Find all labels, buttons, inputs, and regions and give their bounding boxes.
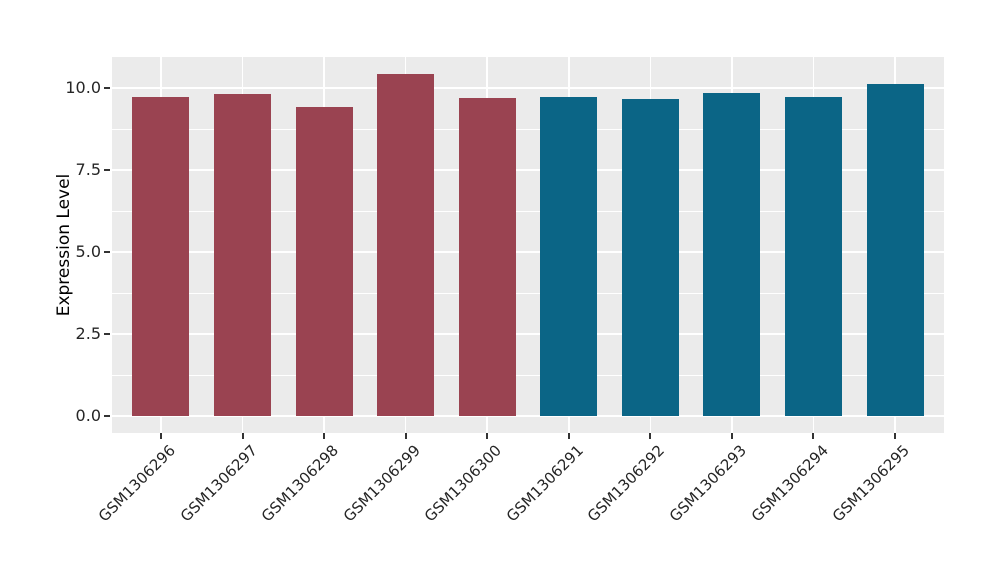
- bar-GSM1306295: [866, 83, 924, 416]
- gridline-major-horizontal: [112, 87, 944, 90]
- gridline-minor-horizontal: [112, 128, 944, 130]
- gridline-major-horizontal: [112, 169, 944, 172]
- y-tick-label: 7.5: [75, 160, 101, 180]
- y-tick-label: 2.5: [75, 324, 101, 344]
- y-tick-label: 0.0: [75, 405, 101, 425]
- x-tick-mark: [323, 433, 326, 439]
- y-tick-mark: [104, 333, 110, 336]
- x-tick-label-GSM1306297: GSM1306297: [176, 441, 261, 526]
- y-tick-mark: [104, 87, 110, 90]
- x-tick-mark: [812, 433, 815, 439]
- x-tick-label-GSM1306300: GSM1306300: [421, 441, 506, 526]
- gridline-major-horizontal: [112, 414, 944, 417]
- y-tick-label: 5.0: [75, 242, 101, 262]
- x-tick-label-GSM1306298: GSM1306298: [258, 441, 343, 526]
- bar-GSM1306291: [540, 97, 598, 416]
- gridline-major-horizontal: [112, 333, 944, 336]
- y-tick-mark: [104, 414, 110, 417]
- x-tick-mark: [730, 433, 733, 439]
- gridline-minor-horizontal: [112, 374, 944, 376]
- x-tick-label-GSM1306292: GSM1306292: [584, 441, 669, 526]
- x-tick-label-GSM1306296: GSM1306296: [94, 441, 179, 526]
- x-tick-label-GSM1306291: GSM1306291: [502, 441, 587, 526]
- x-tick-label-GSM1306294: GSM1306294: [747, 441, 832, 526]
- bar-GSM1306299: [377, 74, 435, 416]
- gridline-major-horizontal: [112, 251, 944, 254]
- bar-GSM1306300: [458, 97, 516, 416]
- bar-GSM1306296: [132, 97, 190, 416]
- x-tick-mark: [894, 433, 897, 439]
- y-tick-label: 10.0: [65, 78, 101, 98]
- gridline-minor-horizontal: [112, 210, 944, 212]
- bar-GSM1306297: [213, 94, 272, 416]
- bar-GSM1306293: [703, 93, 761, 416]
- x-tick-label-GSM1306299: GSM1306299: [339, 441, 424, 526]
- y-tick-mark: [104, 169, 110, 172]
- bar-GSM1306298: [295, 107, 353, 416]
- x-tick-mark: [567, 433, 570, 439]
- x-tick-label-GSM1306293: GSM1306293: [665, 441, 750, 526]
- bar-GSM1306292: [621, 98, 679, 416]
- bar-GSM1306294: [784, 96, 843, 416]
- x-tick-mark: [404, 433, 407, 439]
- x-tick-mark: [486, 433, 489, 439]
- x-tick-mark: [649, 433, 652, 439]
- x-tick-label-GSM1306295: GSM1306295: [829, 441, 914, 526]
- gridline-minor-horizontal: [112, 292, 944, 294]
- plot-panel: [112, 57, 944, 433]
- y-tick-mark: [104, 251, 110, 254]
- x-tick-mark: [159, 433, 162, 439]
- x-tick-mark: [241, 433, 244, 439]
